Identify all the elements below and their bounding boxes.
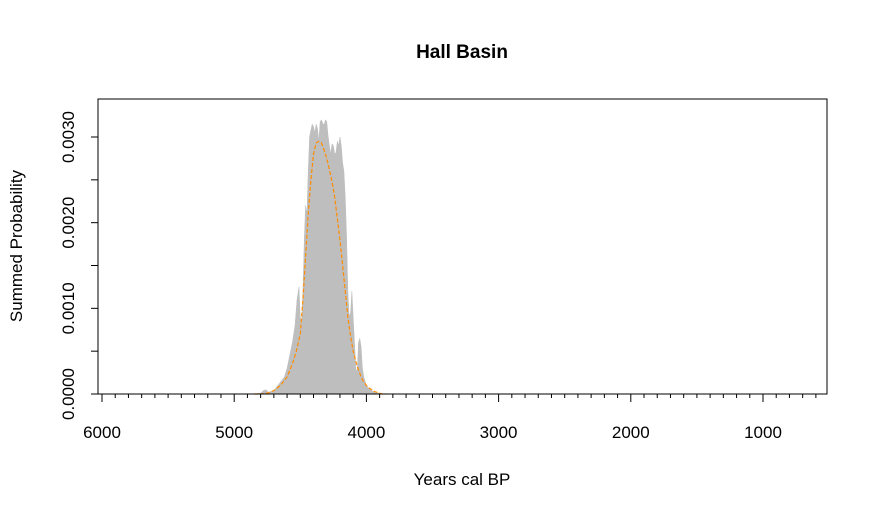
y-axis: 0.0000 0.0010 0.0020 0.0030 bbox=[59, 111, 98, 420]
x-axis: 6000 5000 4000 3000 2000 1000 bbox=[83, 394, 817, 442]
chart-title: Hall Basin bbox=[416, 42, 508, 63]
x-tick-label: 6000 bbox=[83, 423, 121, 442]
x-tick-label: 4000 bbox=[347, 423, 385, 442]
plot-frame bbox=[97, 98, 828, 395]
x-tick-label: 3000 bbox=[480, 423, 518, 442]
x-tick-label: 5000 bbox=[215, 423, 253, 442]
y-tick-label: 0.0010 bbox=[59, 282, 78, 334]
x-tick-label: 2000 bbox=[612, 423, 650, 442]
spd-area bbox=[253, 119, 387, 395]
y-tick-label: 0.0020 bbox=[59, 197, 78, 249]
y-tick-label: 0.0000 bbox=[59, 368, 78, 420]
x-axis-label: Years cal BP bbox=[414, 470, 511, 489]
smoothed-line bbox=[254, 140, 387, 395]
x-tick-label: 1000 bbox=[744, 423, 782, 442]
y-axis-label: Summed Probability bbox=[7, 169, 26, 322]
plot-content bbox=[253, 119, 387, 395]
y-tick-label: 0.0030 bbox=[59, 111, 78, 163]
